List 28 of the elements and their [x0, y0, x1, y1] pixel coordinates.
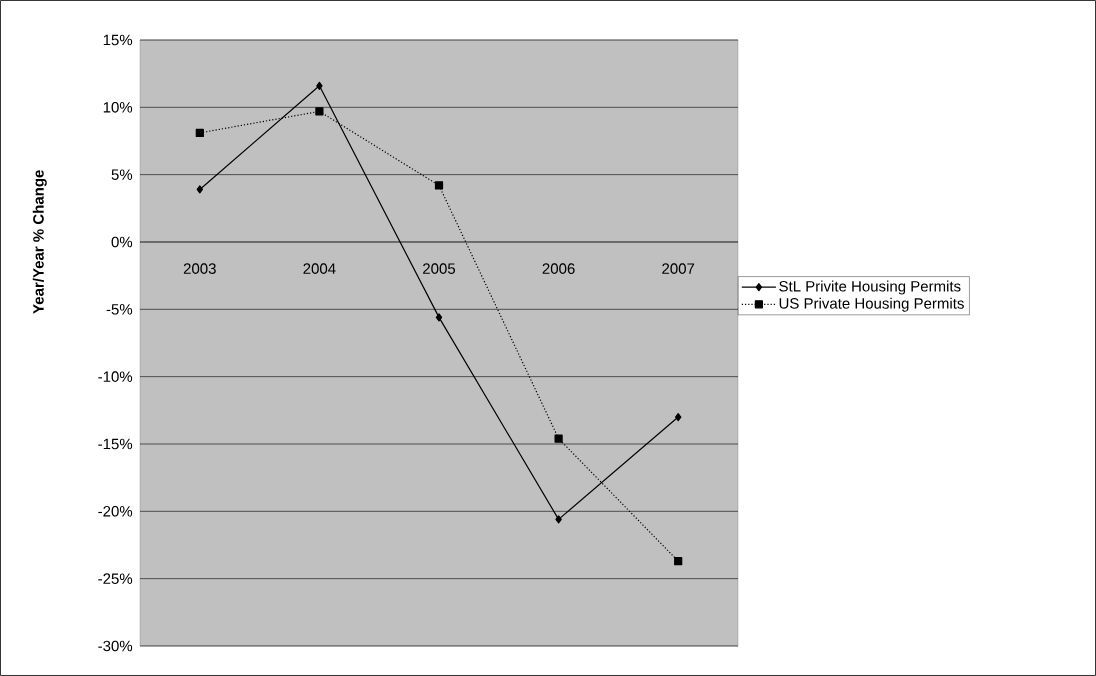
point [315, 107, 324, 116]
y-tick-label: 15% [103, 34, 133, 46]
y-tick-label: -15% [98, 438, 133, 450]
point [316, 81, 323, 90]
x-tick-label: 2005 [423, 263, 456, 274]
y-axis-title: Year/Year % Change [32, 170, 47, 314]
y-tick-label: -25% [98, 573, 133, 584]
point [674, 412, 682, 422]
x-tick-label: 2004 [303, 263, 336, 274]
y-tick-label: -30% [98, 640, 133, 652]
legend-label: StL Privite Housing Permits [779, 280, 961, 295]
point [554, 434, 563, 443]
point [195, 128, 204, 138]
y-tick-label: 10% [103, 102, 133, 113]
point [196, 185, 204, 194]
legend-label: US Private Housing Permits [779, 297, 964, 312]
point [435, 313, 443, 322]
y-tick-label: -5% [106, 304, 133, 315]
point [555, 515, 562, 524]
x-tick-label: 2006 [542, 263, 575, 274]
y-tick-label: 0% [111, 236, 133, 248]
point [674, 557, 683, 566]
x-tick-label: 2003 [183, 263, 216, 274]
x-tick-label: 2007 [662, 263, 695, 274]
y-tick-label: -10% [98, 371, 133, 382]
point [434, 181, 444, 190]
y-tick-label: -20% [98, 506, 133, 517]
y-tick-label: 5% [111, 169, 133, 180]
